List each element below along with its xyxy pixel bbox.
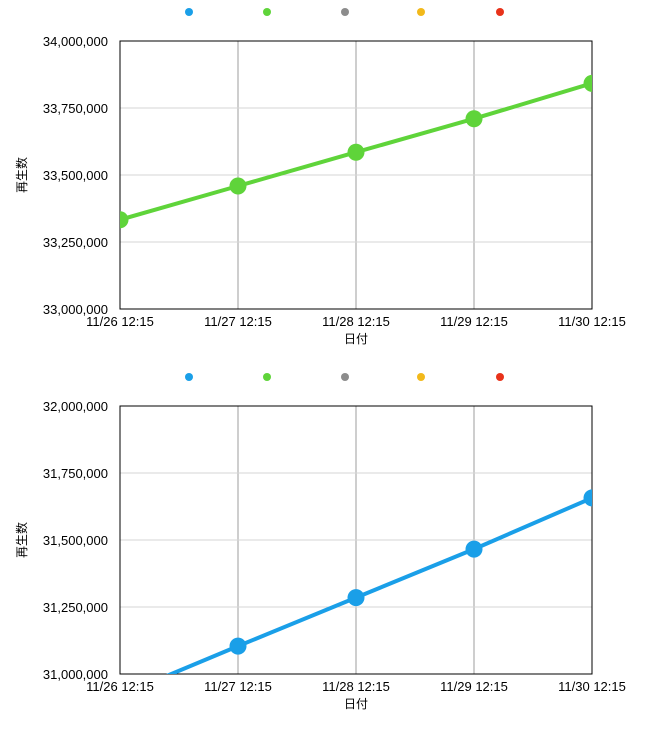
chart-1-series [120, 74, 592, 229]
legend-marker [185, 373, 193, 381]
x-tick-label: 11/30 12:15 [558, 314, 626, 329]
chart-1-plot-frame [119, 40, 593, 310]
data-point [120, 211, 129, 229]
chart-1-y-axis-title: 再生数 [14, 157, 29, 193]
legend-marker [496, 8, 504, 16]
data-point [347, 589, 365, 607]
data-point [229, 177, 247, 195]
y-tick-label: 31,000,000 [43, 667, 108, 682]
chart-2-y-axis-title: 再生数 [14, 522, 29, 558]
chart-1: 34,000,000 33,750,000 33,500,000 33,250,… [14, 8, 626, 346]
chart-2-grid [120, 406, 592, 674]
y-tick-label: 32,000,000 [43, 399, 108, 414]
chart-1-grid [120, 41, 592, 309]
x-tick-label: 11/26 12:15 [86, 679, 154, 694]
x-tick-label: 11/29 12:15 [440, 679, 508, 694]
x-tick-label: 11/30 12:15 [558, 679, 626, 694]
data-point [583, 489, 592, 507]
y-tick-label: 33,500,000 [43, 168, 108, 183]
y-tick-label: 31,250,000 [43, 600, 108, 615]
chart-2-plot-frame [119, 405, 593, 675]
data-point [465, 110, 483, 128]
y-tick-label: 33,000,000 [43, 302, 108, 317]
legend-marker [185, 8, 193, 16]
y-tick-label: 33,250,000 [43, 235, 108, 250]
legend-marker [341, 8, 349, 16]
x-tick-label: 11/26 12:15 [86, 314, 154, 329]
chart-2: 32,000,000 31,750,000 31,500,000 31,250,… [14, 373, 626, 711]
x-tick-label: 11/27 12:15 [204, 679, 272, 694]
x-tick-label: 11/29 12:15 [440, 314, 508, 329]
chart-1-x-axis-title: 日付 [344, 332, 368, 346]
y-tick-label: 33,750,000 [43, 101, 108, 116]
legend-marker [496, 373, 504, 381]
chart-1-x-ticks: 11/26 12:15 11/27 12:15 11/28 12:15 11/2… [86, 314, 626, 329]
y-tick-label: 31,500,000 [43, 533, 108, 548]
legend-marker [417, 8, 425, 16]
chart-1-y-ticks: 34,000,000 33,750,000 33,500,000 33,250,… [43, 34, 108, 317]
y-tick-label: 34,000,000 [43, 34, 108, 49]
chart-2-x-axis-title: 日付 [344, 697, 368, 711]
x-tick-label: 11/28 12:15 [322, 314, 390, 329]
chart-2-series [166, 489, 592, 674]
legend-marker [263, 8, 271, 16]
chart-2-legend [185, 373, 504, 381]
data-point [229, 637, 247, 655]
data-point [347, 143, 365, 161]
chart-1-legend [185, 8, 504, 16]
legend-marker [263, 373, 271, 381]
chart-2-y-ticks: 32,000,000 31,750,000 31,500,000 31,250,… [43, 399, 108, 682]
legend-marker [341, 373, 349, 381]
chart-2-x-ticks: 11/26 12:15 11/27 12:15 11/28 12:15 11/2… [86, 679, 626, 694]
x-tick-label: 11/28 12:15 [322, 679, 390, 694]
data-point [583, 74, 592, 92]
legend-marker [417, 373, 425, 381]
y-tick-label: 31,750,000 [43, 466, 108, 481]
x-tick-label: 11/27 12:15 [204, 314, 272, 329]
data-point [465, 540, 483, 558]
